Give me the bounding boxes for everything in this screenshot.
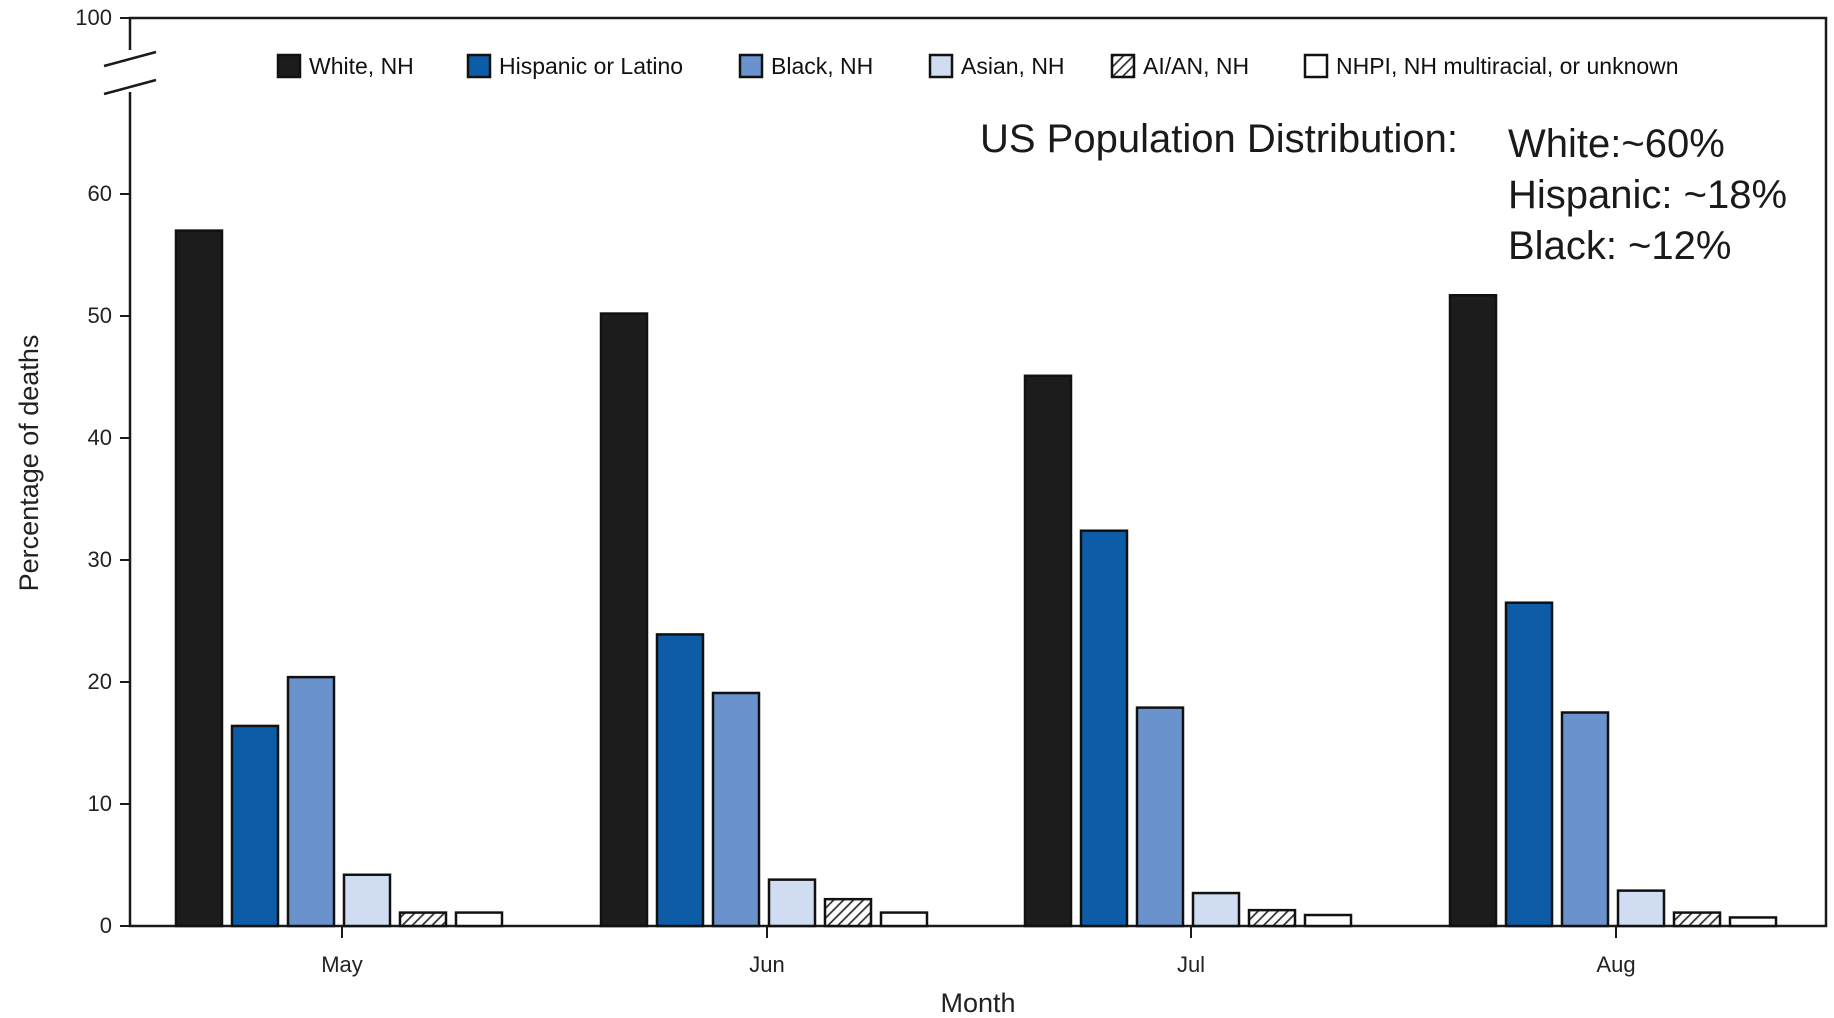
legend-label: AI/AN, NH	[1143, 53, 1249, 79]
bar-asian-nh-jun	[767, 878, 817, 928]
bar-asian-nh-may	[342, 873, 392, 928]
bar-asian-nh-aug	[1616, 889, 1666, 928]
legend-swatch	[276, 53, 302, 79]
bar-white-nh-aug	[1448, 294, 1498, 928]
x-tick-label: Aug	[1596, 952, 1635, 977]
legend-label: White, NH	[309, 53, 414, 79]
bar-hispanic-or-latino-jul	[1079, 529, 1129, 928]
x-tick-label: Jul	[1177, 952, 1205, 977]
legend-swatch	[1303, 53, 1329, 79]
population-annotation: US Population Distribution: White:~60% H…	[980, 117, 1787, 268]
bar-asian-nh-jul	[1191, 891, 1241, 928]
annotation-line: White:~60%	[1508, 122, 1725, 166]
y-tick-label: 60	[88, 181, 112, 206]
bar-nhpi-nh-multiracial-or-unknown-aug	[1728, 916, 1778, 928]
bar-hispanic-or-latino-aug	[1504, 601, 1554, 928]
y-tick-label: 100	[75, 5, 112, 30]
y-tick-label: 30	[88, 547, 112, 572]
y-tick-label: 10	[88, 791, 112, 816]
bar-nhpi-nh-multiracial-or-unknown-jun	[879, 911, 929, 928]
bar-black-nh-aug	[1560, 711, 1610, 928]
bar-nhpi-nh-multiracial-or-unknown-may	[454, 911, 504, 928]
bar-white-nh-may	[174, 229, 224, 928]
y-axis-title: Percentage of deaths	[14, 335, 44, 592]
annotation-heading: US Population Distribution:	[980, 117, 1458, 161]
bars-group	[174, 229, 1778, 928]
bar-ai-an-nh-aug	[1672, 911, 1722, 928]
legend-label: Black, NH	[771, 53, 873, 79]
legend-label: Asian, NH	[961, 53, 1065, 79]
annotation-line: Black: ~12%	[1508, 224, 1731, 268]
bar-ai-an-nh-jul	[1247, 908, 1297, 928]
x-tick-label: May	[321, 952, 363, 977]
legend-label: NHPI, NH multiracial, or unknown	[1336, 53, 1679, 79]
bar-ai-an-nh-jun	[823, 897, 873, 928]
y-tick-label: 50	[88, 303, 112, 328]
legend: White, NH Hispanic or Latino Black, NH Asia…	[276, 53, 1679, 79]
bar-nhpi-nh-multiracial-or-unknown-jul	[1303, 913, 1353, 928]
bar-ai-an-nh-may	[398, 911, 448, 928]
axis-break-marker	[103, 50, 157, 96]
bar-black-nh-jul	[1135, 706, 1185, 928]
bar-black-nh-may	[286, 675, 336, 928]
x-axis: May Jun Jul Aug	[321, 926, 1636, 977]
x-axis-title: Month	[940, 988, 1015, 1018]
legend-swatch	[738, 53, 764, 79]
bar-black-nh-jun	[711, 691, 761, 928]
y-axis: 0 10 20 30 40 50 60 100	[75, 5, 130, 938]
bar-hispanic-or-latino-jun	[655, 633, 705, 928]
y-tick-label: 40	[88, 425, 112, 450]
y-tick-label: 20	[88, 669, 112, 694]
legend-swatch	[466, 53, 492, 79]
bar-hispanic-or-latino-may	[230, 724, 280, 928]
annotation-line: Hispanic: ~18%	[1508, 173, 1787, 217]
plot-frame	[128, 16, 1828, 928]
legend-swatch	[928, 53, 954, 79]
legend-swatch	[1110, 53, 1136, 79]
y-tick-label: 0	[100, 913, 112, 938]
x-tick-label: Jun	[749, 952, 784, 977]
bar-white-nh-jul	[1023, 374, 1073, 928]
bar-white-nh-jun	[599, 312, 649, 928]
legend-label: Hispanic or Latino	[499, 53, 683, 79]
